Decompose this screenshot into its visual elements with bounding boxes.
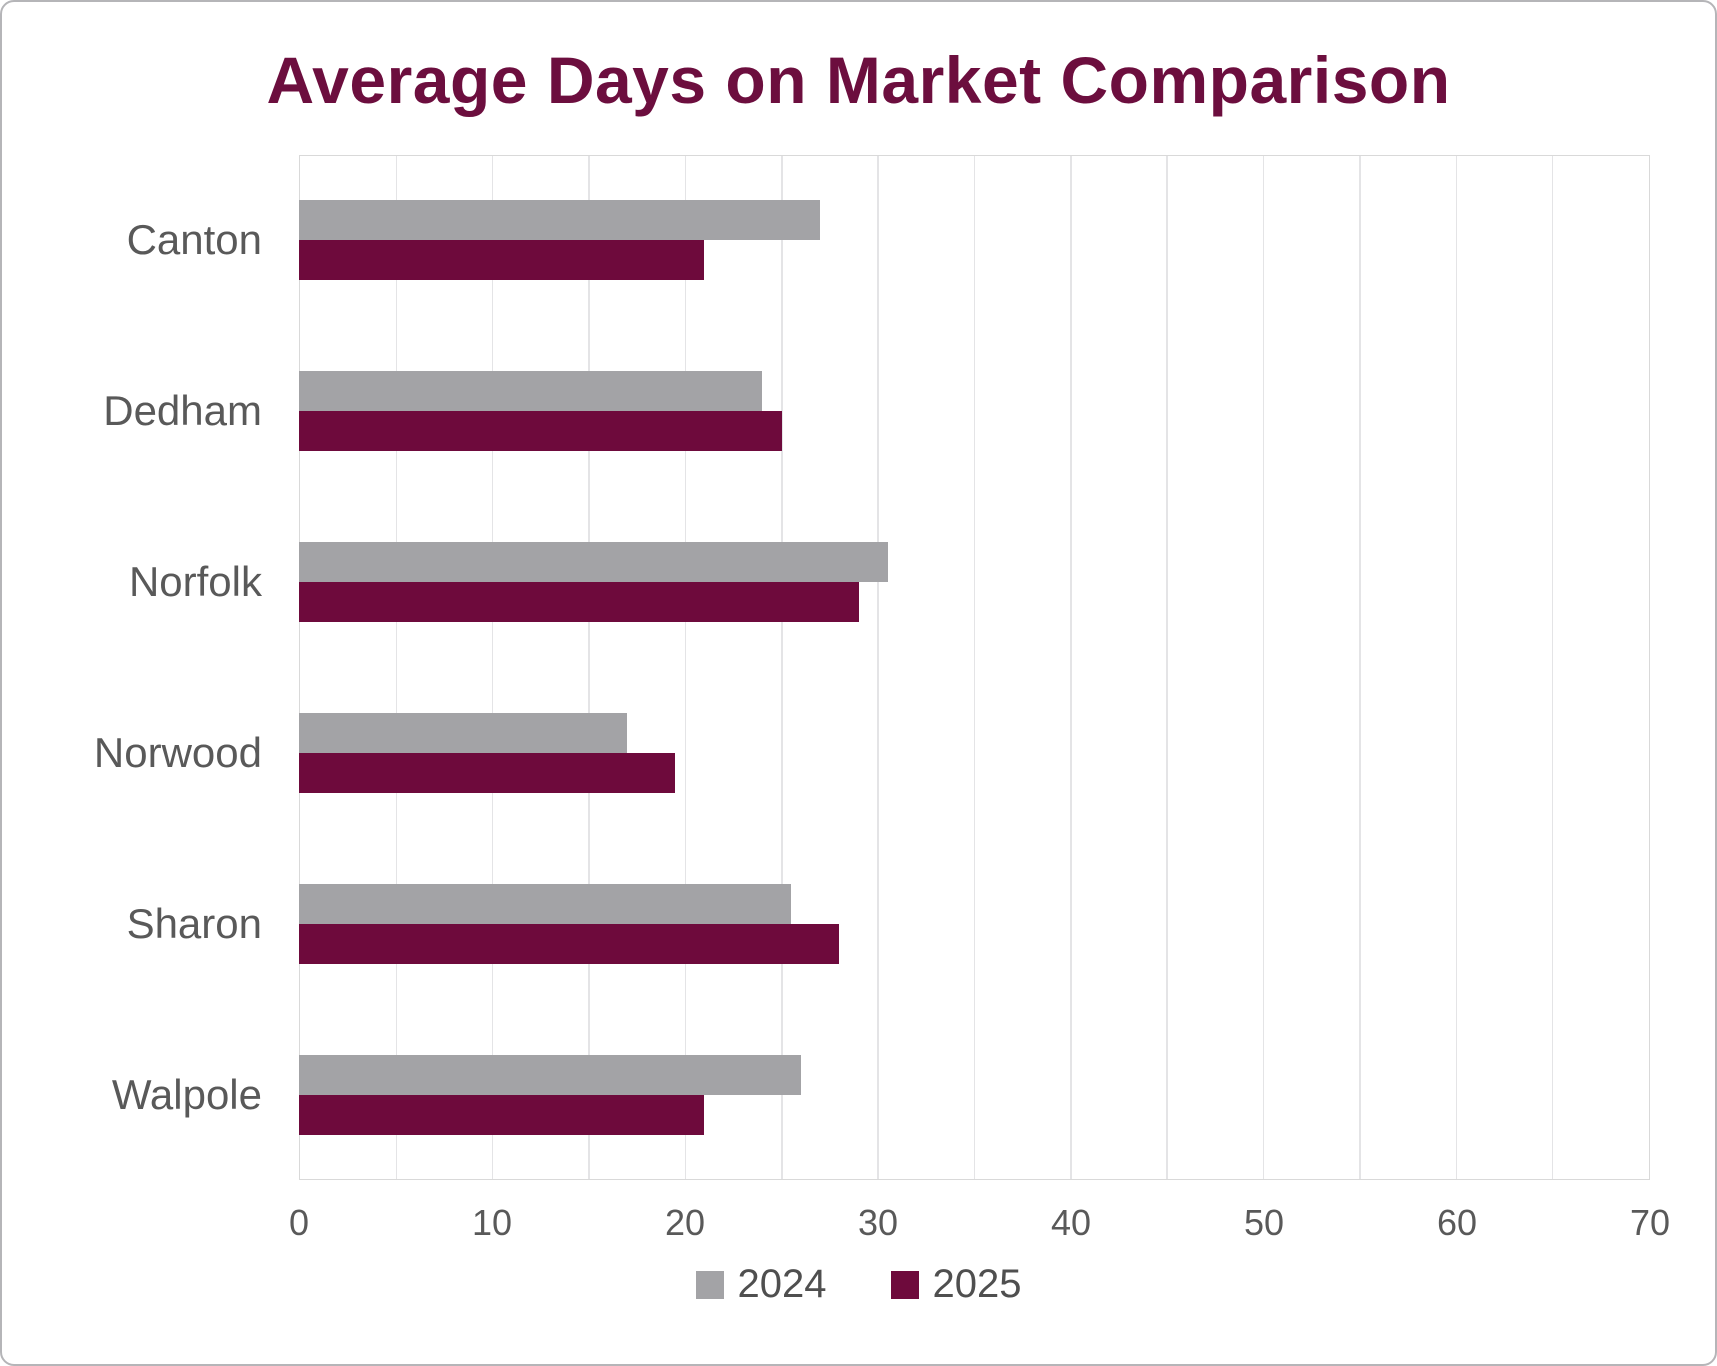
bar-norfolk-2024 [299, 542, 888, 583]
x-tick-30: 30 [857, 1202, 899, 1243]
x-tick-60: 60 [1436, 1202, 1478, 1243]
bar-group-walpole [299, 1009, 1650, 1180]
category-label-norwood: Norwood [93, 728, 262, 776]
bar-group-sharon [299, 838, 1650, 1009]
bar-walpole-2025 [299, 1094, 705, 1135]
gridline-10 [491, 156, 494, 1179]
gridline-65 [1551, 156, 1554, 1179]
chart-area: Canton Dedham Norfolk Norwood Sharon Walpole [2, 155, 1650, 1180]
gridline-30 [877, 156, 879, 1179]
bar-group-canton [299, 155, 1650, 326]
gridline-15 [588, 156, 590, 1179]
category-label-dedham: Dedham [103, 387, 262, 435]
gridline-45 [1166, 156, 1168, 1179]
gridline-35 [973, 156, 976, 1179]
plot-area [299, 155, 1650, 1180]
bar-dedham-2024 [299, 371, 763, 412]
x-tick-0: 0 [288, 1202, 310, 1243]
bar-walpole-2024 [299, 1054, 801, 1095]
gridline-60 [1455, 156, 1458, 1179]
bar-canton-2025 [299, 240, 705, 281]
bar-sharon-2024 [299, 883, 792, 924]
legend: 2024 2025 [2, 1262, 1715, 1307]
bar-norwood-2025 [299, 752, 676, 793]
x-tick-20: 20 [664, 1202, 706, 1243]
legend-label-2025: 2025 [932, 1262, 1022, 1306]
gridline-5 [395, 156, 398, 1179]
bar-group-dedham [299, 326, 1650, 497]
x-tick-50: 50 [1243, 1202, 1285, 1243]
category-label-norfolk: Norfolk [128, 558, 262, 606]
bar-canton-2024 [299, 200, 821, 241]
bar-dedham-2025 [299, 411, 782, 452]
gridline-25 [781, 156, 783, 1179]
legend-swatch-2025 [890, 1270, 919, 1299]
chart-title: Average Days on Market Comparison [266, 43, 1451, 117]
bar-group-norwood [299, 668, 1650, 839]
bar-norwood-2024 [299, 712, 628, 753]
x-tick-40: 40 [1050, 1202, 1092, 1243]
gridline-55 [1359, 156, 1361, 1179]
bar-norfolk-2025 [299, 582, 859, 623]
gridline-20 [684, 156, 687, 1179]
legend-swatch-2024 [695, 1270, 724, 1299]
gridline-50 [1262, 156, 1265, 1179]
legend-item-2024: 2024 [695, 1262, 827, 1307]
category-label-sharon: Sharon [126, 899, 262, 947]
x-axis: 0 10 20 30 40 50 60 70 [289, 1180, 1670, 1258]
legend-label-2024: 2024 [737, 1262, 827, 1306]
category-label-canton: Canton [126, 216, 262, 264]
gridline-40 [1070, 156, 1072, 1179]
x-tick-70: 70 [1629, 1202, 1671, 1243]
category-label-walpole: Walpole [111, 1070, 262, 1118]
x-tick-10: 10 [471, 1202, 513, 1243]
legend-item-2025: 2025 [890, 1262, 1022, 1307]
bar-group-norfolk [299, 497, 1650, 668]
bar-sharon-2025 [299, 923, 840, 964]
